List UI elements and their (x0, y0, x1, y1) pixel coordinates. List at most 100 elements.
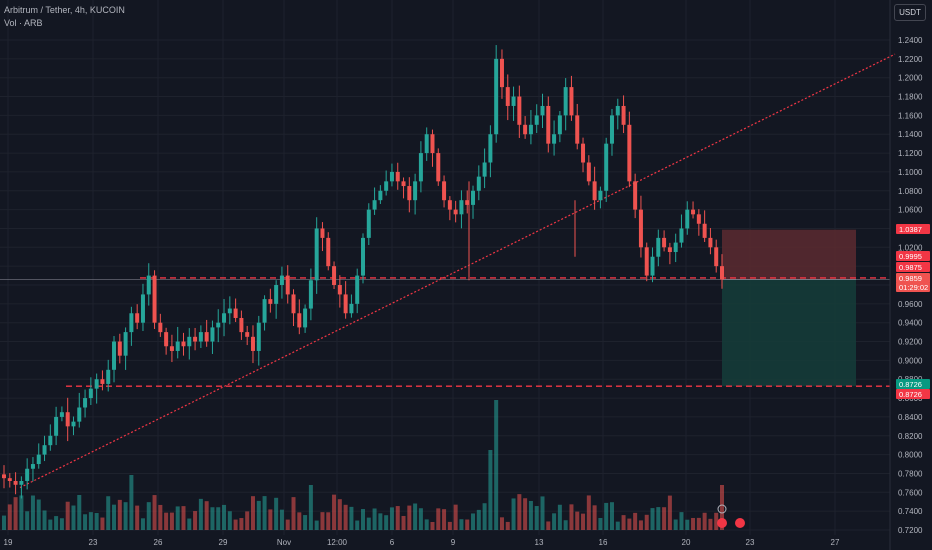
volume-bar (2, 515, 6, 530)
candle-up (123, 332, 128, 356)
price-label-countdown (896, 282, 930, 292)
candle-down (407, 186, 412, 201)
candle-down (337, 285, 342, 295)
candle-up (494, 58, 499, 135)
volume-bar (436, 508, 441, 530)
candle-up (71, 421, 76, 427)
price-label-text: 0.8726 (899, 390, 922, 399)
volume-bar (552, 513, 557, 530)
candle-up (361, 237, 365, 276)
candle-down (575, 115, 580, 144)
price-tick-label: 1.1000 (898, 168, 923, 177)
volume-bar (297, 512, 302, 530)
price-tick-label: 0.7600 (898, 488, 923, 497)
time-tick-label: 23 (89, 538, 98, 547)
candle-down (204, 332, 209, 342)
volume-bar (355, 520, 360, 530)
candle-down (586, 162, 591, 182)
volume-bar (216, 507, 221, 530)
volume-bar (245, 511, 250, 530)
candle-up (424, 134, 429, 154)
volume-bar (627, 518, 632, 530)
candle-up (384, 181, 389, 191)
volume-bar (389, 507, 394, 530)
candle-up (274, 285, 279, 304)
volume-bar (204, 501, 209, 530)
volume-bar (25, 511, 30, 530)
candle-up (418, 153, 423, 182)
volume-bar (372, 508, 377, 530)
candle-up (94, 379, 99, 389)
volume-bar (222, 504, 227, 530)
price-tick-label: 0.7400 (898, 507, 923, 516)
volume-bar (135, 505, 140, 530)
candle-up (25, 468, 30, 481)
candle-down (65, 412, 70, 427)
candle-down (696, 214, 701, 224)
price-tick-label: 0.7200 (898, 526, 923, 535)
candle-down (343, 294, 348, 314)
candle-up (389, 171, 394, 182)
price-label-level (896, 389, 930, 399)
time-tick-label: Nov (277, 538, 291, 547)
volume-bar (349, 506, 354, 530)
price-label-text: 01:29:02 (899, 283, 928, 292)
volume-bar (361, 509, 365, 530)
candle-down (644, 247, 649, 276)
time-tick-label: 20 (682, 538, 691, 547)
volume-bar (13, 497, 18, 530)
volume-bar (563, 520, 568, 530)
candle-up (222, 313, 227, 323)
time-tick-label: 6 (390, 538, 395, 547)
volume-bar (164, 512, 169, 530)
volume-bar (19, 495, 24, 530)
volume-bar (187, 518, 192, 530)
volume-bar (702, 512, 707, 530)
price-tick-label: 0.9400 (898, 319, 923, 328)
candle-down (430, 134, 435, 154)
candle-up (146, 275, 151, 295)
volume-bar (691, 517, 696, 530)
trend-line (19, 53, 896, 489)
candle-up (355, 275, 360, 304)
volume-bar (83, 514, 88, 530)
volume-bar (106, 496, 111, 530)
time-axis[interactable]: 19 23 26 29 Nov 12:00 6 9 13 16 20 23 27 (4, 538, 840, 547)
volume-bar (453, 504, 458, 530)
volume-bar (146, 502, 151, 530)
price-tick-label: 1.2000 (898, 74, 923, 83)
volume-bar (638, 520, 643, 530)
candle-down (436, 153, 441, 182)
volume-bar (210, 507, 215, 530)
volume-bar (30, 495, 35, 530)
price-tick-label: 0.9200 (898, 338, 923, 347)
candle-down (708, 237, 713, 248)
candle-down (250, 336, 255, 351)
volume-bar (175, 506, 180, 530)
volume-bar (36, 499, 41, 530)
candle-up (112, 341, 117, 370)
time-tick-label: 26 (154, 538, 163, 547)
volume-bar (511, 498, 516, 530)
volume-bar (123, 502, 128, 530)
volume-bar (117, 499, 122, 530)
candle-up (140, 294, 145, 323)
volume-bar (314, 520, 319, 530)
candle-up (598, 190, 603, 201)
candle-down (268, 299, 273, 304)
candle-up (413, 181, 418, 201)
candle-up (227, 308, 232, 314)
price-label-current (896, 273, 930, 283)
volume-bar (517, 494, 522, 530)
candle-up (198, 332, 203, 342)
volume-bar (534, 506, 539, 530)
candle-up (54, 416, 59, 436)
candle-down (517, 96, 522, 125)
volume-bar (268, 509, 273, 530)
position-zones (722, 229, 856, 387)
candle-down (152, 275, 157, 323)
currency-button[interactable]: USDT (894, 4, 926, 21)
event-icon (717, 518, 727, 528)
candle-down (233, 308, 238, 318)
